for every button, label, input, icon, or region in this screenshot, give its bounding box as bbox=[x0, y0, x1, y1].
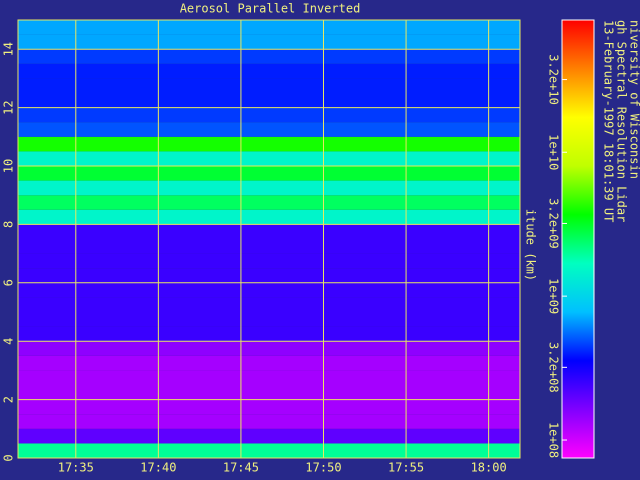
colorbar bbox=[561, 19, 595, 459]
x-tick-label: 17:40 bbox=[140, 461, 176, 475]
heat-cell bbox=[18, 428, 520, 444]
x-tick-label: 17:55 bbox=[388, 461, 424, 475]
colorbar-tick-label: 1e+08 bbox=[547, 422, 561, 458]
heat-cell bbox=[18, 151, 520, 166]
colorbar-tick-label: 1e+09 bbox=[547, 278, 561, 314]
y-tick-label: 0 bbox=[2, 454, 16, 461]
heat-cell bbox=[18, 282, 520, 298]
x-tick-label: 17:50 bbox=[305, 461, 341, 475]
y-tick-label: 8 bbox=[2, 221, 16, 228]
x-tick-label: 17:35 bbox=[58, 461, 94, 475]
x-tick-label: 17:45 bbox=[223, 461, 259, 475]
heat-cell bbox=[18, 107, 520, 123]
heat-cell bbox=[18, 20, 520, 35]
y-axis-label: itude (km) bbox=[524, 209, 538, 281]
heat-cell bbox=[18, 49, 520, 64]
heat-cell bbox=[18, 239, 520, 254]
plot-frame bbox=[17, 19, 521, 459]
heat-cell bbox=[18, 78, 520, 93]
heat-cell bbox=[18, 34, 520, 50]
annotation: niversity of Wisconsin bbox=[628, 20, 640, 179]
y-tick-label: 6 bbox=[2, 279, 16, 286]
y-tick-label: 14 bbox=[2, 42, 16, 56]
heat-cell bbox=[18, 370, 520, 385]
annotation: gh Spectral Resolution Lidar bbox=[615, 20, 629, 222]
heat-cell bbox=[18, 297, 520, 312]
y-tick-label: 10 bbox=[2, 159, 16, 173]
y-tick-label: 4 bbox=[2, 338, 16, 345]
chart-title: Aerosol Parallel Inverted bbox=[180, 2, 361, 16]
heat-cell bbox=[18, 122, 520, 137]
colorbar-tick-label: 3.2e+10 bbox=[547, 54, 561, 105]
heat-cell bbox=[18, 136, 520, 152]
x-tick-label: 18:00 bbox=[471, 461, 507, 475]
heat-cell bbox=[18, 443, 520, 458]
heat-cell bbox=[18, 268, 520, 283]
annotation: 13-February-1997 18:01:39 UT bbox=[602, 20, 616, 222]
heat-cell bbox=[18, 312, 520, 327]
heat-cell bbox=[18, 93, 520, 108]
heat-cell bbox=[18, 63, 520, 79]
colorbar-tick-label: 3.2e+09 bbox=[547, 198, 561, 249]
heat-cell bbox=[18, 385, 520, 400]
heat-cell bbox=[18, 209, 520, 225]
heat-cell bbox=[18, 166, 520, 181]
heat-cell bbox=[18, 224, 520, 239]
y-tick-label: 2 bbox=[2, 396, 16, 403]
y-tick-label: 12 bbox=[2, 100, 16, 114]
heat-cell bbox=[18, 195, 520, 210]
heat-cell bbox=[18, 326, 520, 342]
heat-cell bbox=[18, 341, 520, 356]
heat-cell bbox=[18, 355, 520, 371]
heat-cell bbox=[18, 180, 520, 196]
colorbar-tick-label: 3.2e+08 bbox=[547, 342, 561, 393]
heat-cell bbox=[18, 414, 520, 429]
colorbar-tick-label: 1e+10 bbox=[547, 134, 561, 170]
heat-cell bbox=[18, 253, 520, 269]
heat-cell bbox=[18, 399, 520, 415]
